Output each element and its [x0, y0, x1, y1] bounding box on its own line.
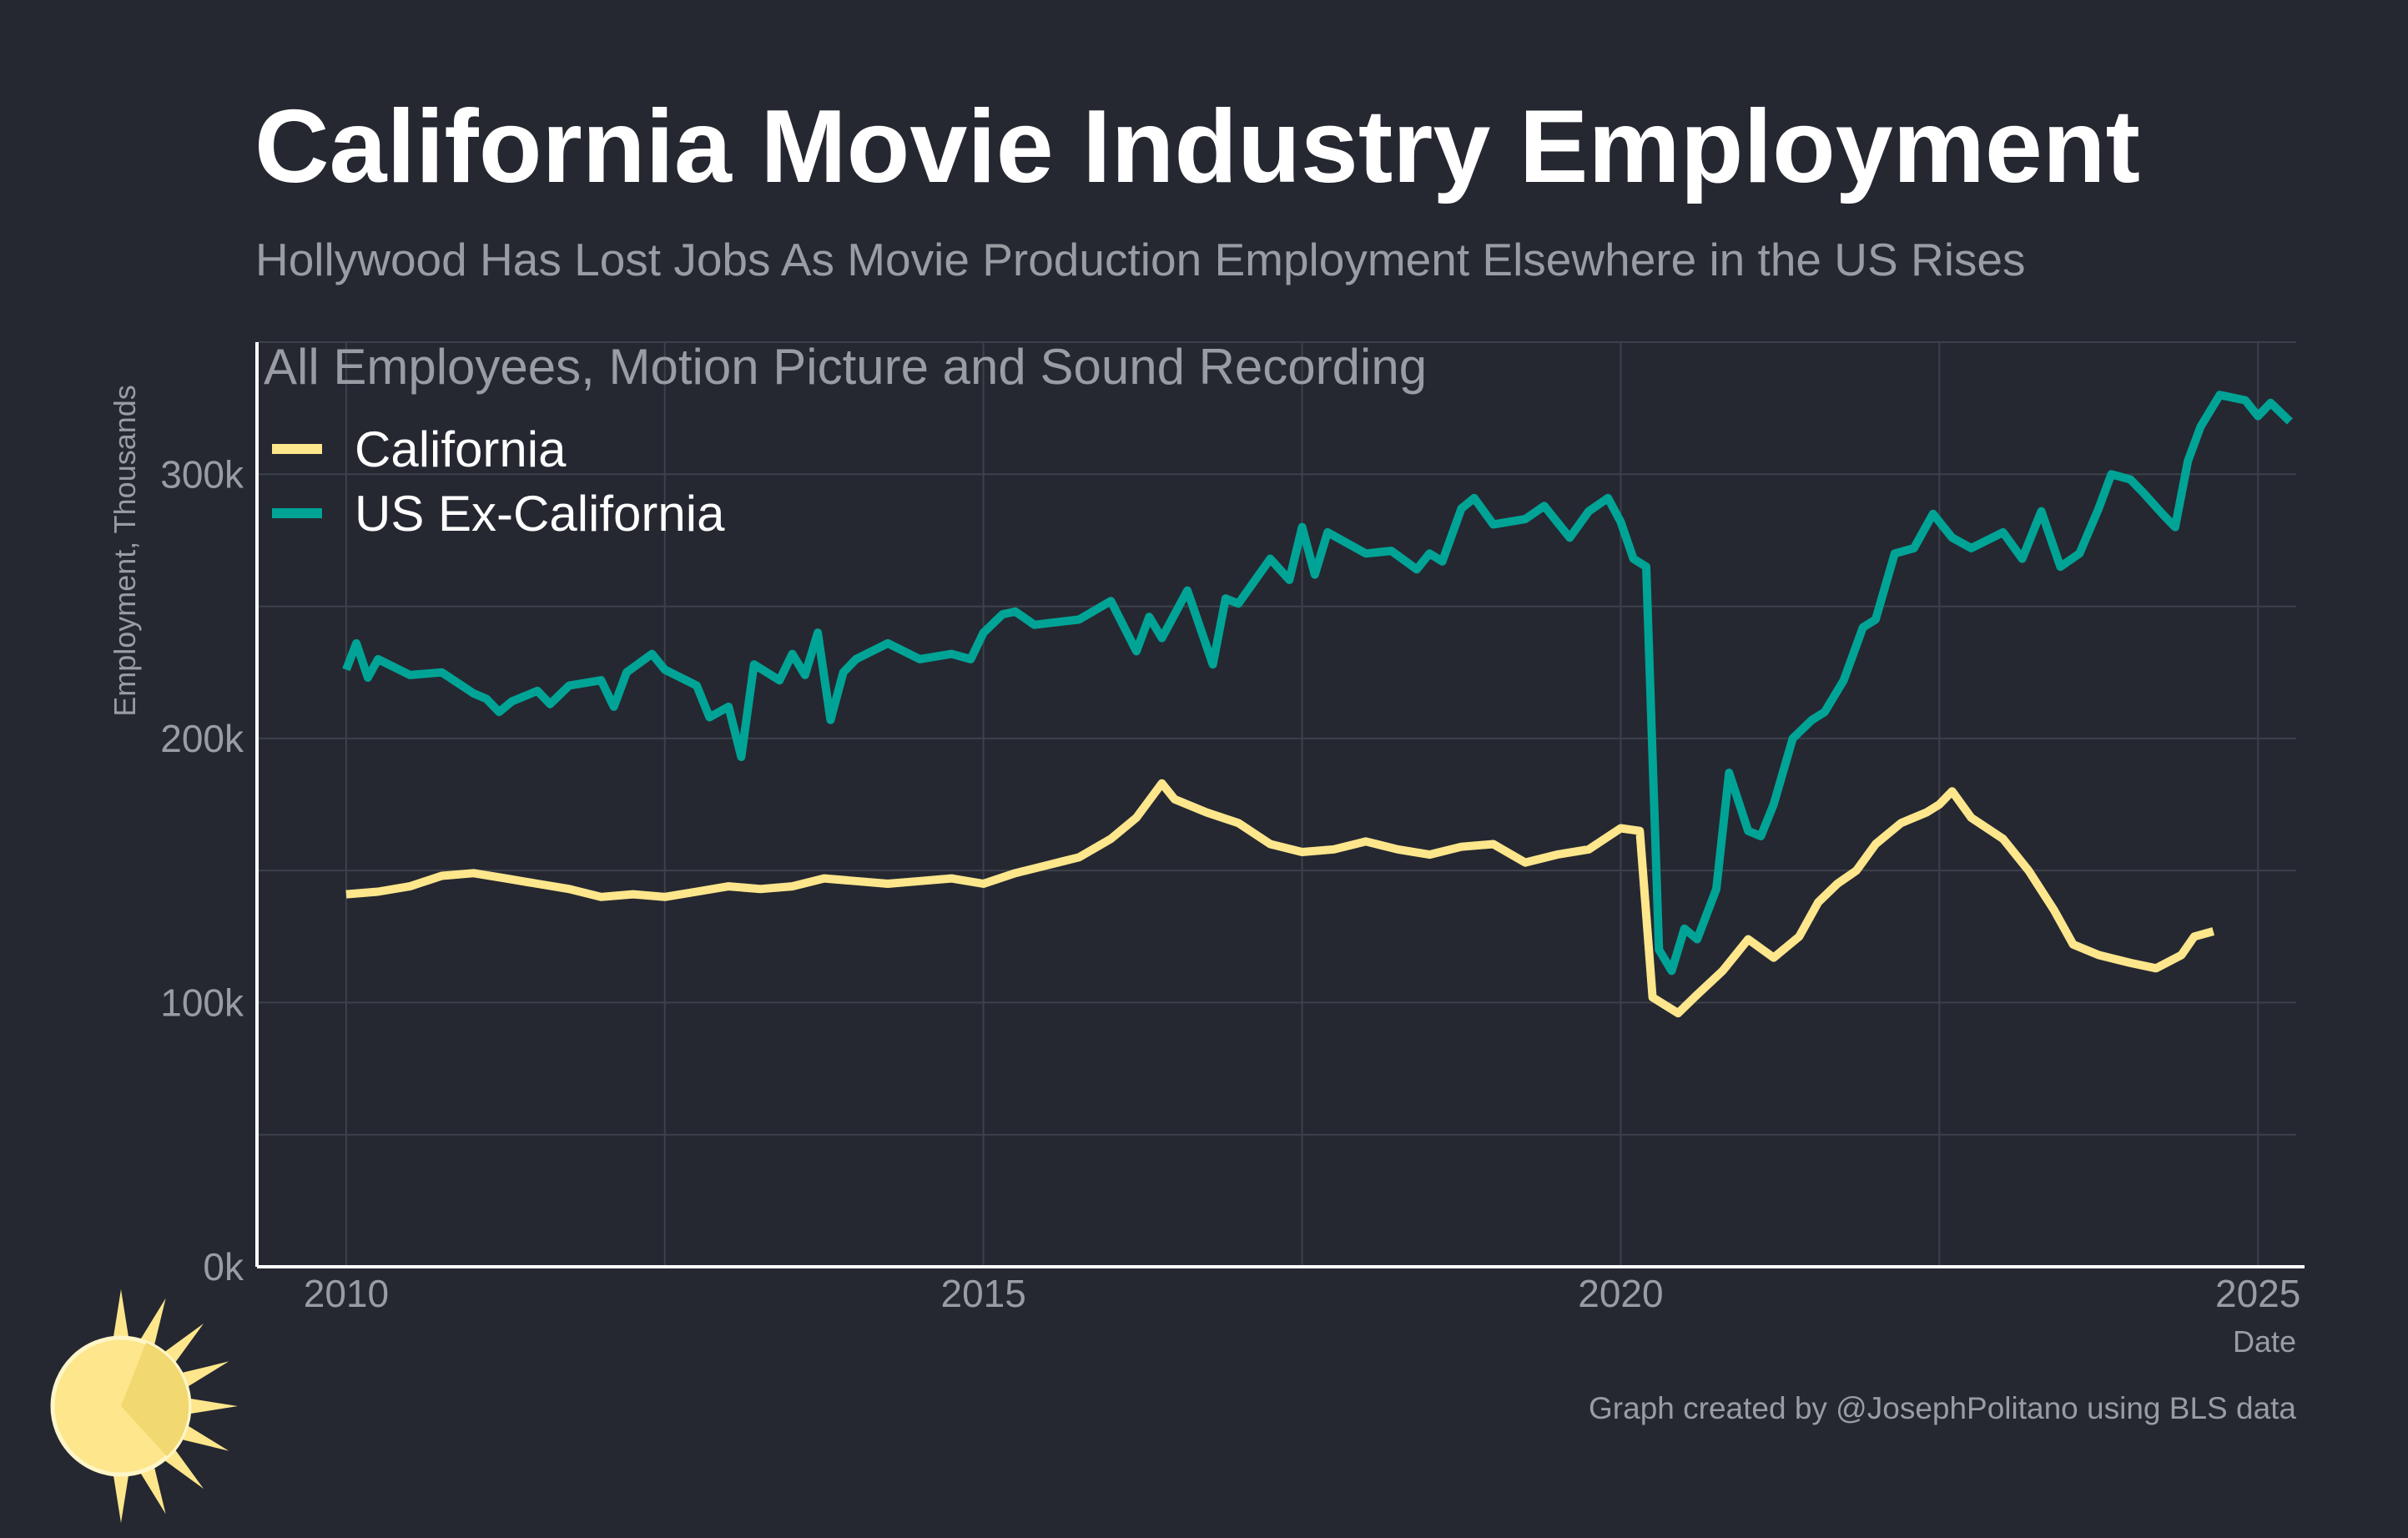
y-axis-title: Employment, Thousands: [108, 385, 142, 717]
legend-label: California: [355, 421, 567, 477]
y-tick-label: 300k: [160, 452, 244, 496]
y-tick-label: 0k: [203, 1245, 244, 1288]
y-tick-label: 200k: [160, 717, 244, 760]
legend: California US Ex-California: [272, 421, 725, 542]
axis-layer: 2010 2015 2020 2025 0k 100k 200k 300k: [160, 342, 2305, 1315]
x-tick-label: 2020: [1578, 1272, 1663, 1315]
series-layer: [342, 391, 2293, 1018]
x-tick-label: 2010: [304, 1272, 389, 1315]
chart-title: California Movie Industry Employment: [254, 89, 2140, 204]
x-axis-title: Date: [2233, 1324, 2296, 1359]
sun-rays: [113, 1289, 238, 1523]
chart-subtitle: Hollywood Has Lost Jobs As Movie Product…: [255, 234, 2026, 285]
y-tick-label: 100k: [160, 981, 244, 1024]
sun-logo-icon: [42, 1289, 238, 1523]
legend-label: US Ex-California: [355, 486, 725, 542]
series-line-california: [345, 779, 2215, 1018]
sun-shade: [121, 1343, 189, 1456]
chart-caption: Graph created by @JosephPolitano using B…: [1589, 1391, 2296, 1425]
x-tick-label: 2025: [2215, 1272, 2300, 1315]
grid-layer: [257, 341, 2296, 1267]
series-line-us-ex-california: [342, 391, 2293, 976]
panel-title: All Employees, Motion Picture and Sound …: [264, 339, 1427, 395]
x-tick-label: 2015: [941, 1272, 1026, 1315]
